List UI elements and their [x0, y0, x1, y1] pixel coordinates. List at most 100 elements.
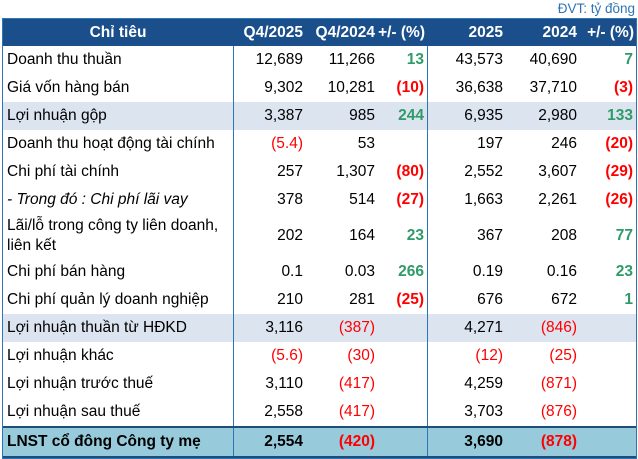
- cell-q4-2024: (420): [338, 433, 375, 450]
- cell-chg-q: 23: [406, 227, 424, 244]
- cell-y-2024: (871): [540, 375, 577, 392]
- cell-q4-2024: 1,307: [336, 163, 375, 180]
- cell-q4-2025: 257: [233, 158, 309, 186]
- cell-chg-y: 23: [615, 263, 633, 280]
- cell-y-2025: 676: [427, 286, 509, 314]
- cell-chg-y: 133: [607, 107, 633, 124]
- column-header-q4-2024: Q4/2024: [315, 23, 375, 41]
- column-header-label: Chỉ tiêu: [89, 23, 147, 41]
- cell-y-2025: 6,935: [427, 102, 509, 130]
- cell-y-2024: (878): [540, 433, 577, 450]
- cell-q4-2024: 11,266: [328, 51, 375, 68]
- row-label: Lợi nhuận gộp: [7, 107, 107, 124]
- column-header-y-2025: 2025: [468, 23, 503, 41]
- cell-chg-q: 244: [398, 107, 424, 124]
- cell-y-2025: (12): [427, 342, 509, 370]
- row-label: Lợi nhuận sau thuế: [7, 403, 141, 420]
- cell-y-2025: 0.19: [427, 258, 509, 286]
- cell-chg-q: [381, 314, 427, 342]
- cell-y-2024: 208: [551, 227, 577, 244]
- cell-y-2025: 2,552: [427, 158, 509, 186]
- cell-y-2025: 43,573: [427, 46, 509, 74]
- cell-chg-q: [381, 342, 427, 370]
- row-label: Giá vốn hàng bán: [7, 79, 130, 96]
- table-row: Chi phí bán hàng 0.1 0.03 266 0.19 0.16 23: [3, 258, 636, 286]
- cell-y-2024: 672: [551, 291, 577, 308]
- cell-q4-2024: (30): [347, 347, 375, 364]
- cell-chg-q: (80): [396, 163, 424, 180]
- cell-q4-2025: 9,302: [233, 74, 309, 102]
- cell-chg-q: 13: [406, 51, 424, 68]
- cell-y-2024: 37,710: [529, 79, 577, 96]
- cell-y-2024: 2,980: [538, 107, 577, 124]
- cell-chg-y: 1: [624, 291, 633, 308]
- row-label: Lợi nhuận trước thuế: [7, 375, 154, 392]
- row-label: Chi phí bán hàng: [7, 263, 126, 280]
- cell-y-2025: 1,663: [427, 186, 509, 214]
- cell-q4-2024: 10,281: [327, 79, 375, 96]
- cell-chg-y: (3): [614, 79, 633, 96]
- cell-q4-2024: (387): [338, 319, 375, 336]
- cell-y-2025: 4,259: [427, 370, 509, 398]
- table-row: Lợi nhuận trước thuế 3,110 (417) 4,259 (871): [3, 370, 636, 398]
- cell-chg-y: (20): [605, 135, 633, 152]
- cell-chg-q: [381, 398, 427, 426]
- cell-y-2025: 3,690: [427, 428, 509, 456]
- cell-q4-2025: 12,689: [233, 46, 309, 74]
- cell-q4-2024: 164: [349, 227, 375, 244]
- unit-note: ĐVT: tỷ đồng: [557, 1, 635, 16]
- cell-chg-y: 7: [624, 51, 633, 68]
- cell-q4-2025: 210: [233, 286, 309, 314]
- cell-y-2025: 367: [427, 214, 509, 258]
- cell-chg-q: (25): [396, 291, 424, 308]
- table-row: Doanh thu thuần 12,689 11,266 13 43,573 40,69…: [3, 46, 636, 74]
- cell-q4-2024: 281: [349, 291, 375, 308]
- cell-chg-y: [583, 398, 636, 426]
- row-label: LNST cổ đông Công ty mẹ: [7, 433, 201, 450]
- column-header-q4-2025: Q4/2025: [243, 23, 303, 41]
- cell-chg-q: (10): [396, 79, 424, 96]
- cell-chg-q: (27): [396, 191, 424, 208]
- cell-q4-2025: 2,554: [233, 428, 309, 456]
- row-label: Chi phí tài chính: [7, 163, 120, 180]
- column-header-chg-y: +/- (%): [587, 23, 634, 41]
- table-row: Chi phí quản lý doanh nghiệp 210 281 (25) 67…: [3, 286, 636, 314]
- cell-y-2025: 4,271: [427, 314, 509, 342]
- cell-y-2024: 3,607: [538, 163, 577, 180]
- cell-y-2024: 0.16: [546, 263, 577, 280]
- cell-q4-2025: 3,116: [233, 314, 309, 342]
- cell-q4-2025: 0.1: [233, 258, 309, 286]
- table-row: Chi phí tài chính 257 1,307 (80) 2,552 3,607 (…: [3, 158, 636, 186]
- cell-q4-2025: 3,387: [233, 102, 309, 130]
- cell-q4-2025: (5.4): [233, 130, 309, 158]
- table-row: Lãi/lỗ trong công ty liên doanh, liên kế…: [3, 214, 636, 258]
- cell-chg-y: 77: [615, 227, 633, 244]
- table-row: Doanh thu hoạt động tài chính (5.4) 53 197 2…: [3, 130, 636, 158]
- cell-q4-2024: 514: [349, 191, 375, 208]
- row-label: Lợi nhuận khác: [7, 347, 114, 364]
- cell-chg-q: [381, 370, 427, 398]
- cell-y-2024: (876): [540, 403, 577, 420]
- cell-chg-y: [583, 342, 636, 370]
- cell-q4-2024: 53: [357, 135, 375, 152]
- cell-y-2024: 40,690: [529, 51, 577, 68]
- row-label: Lợi nhuận thuần từ HĐKD: [7, 319, 187, 336]
- cell-chg-y: [583, 314, 636, 342]
- table-row: LNST cổ đông Công ty mẹ 2,554 (420) 3,690 (8…: [3, 426, 636, 458]
- cell-chg-y: (29): [605, 163, 633, 180]
- row-label: Lãi/lỗ trong công ty liên doanh, liên kế…: [7, 217, 219, 254]
- cell-y-2025: 197: [427, 130, 509, 158]
- table-row: Lợi nhuận gộp 3,387 985 244 6,935 2,980 133: [3, 102, 636, 130]
- table-header: Chỉ tiêu Q4/2025 Q4/2024 +/- (%) 2025 2024 +/-…: [3, 19, 636, 46]
- cell-y-2024: 246: [551, 135, 577, 152]
- cell-y-2025: 36,638: [427, 74, 509, 102]
- cell-q4-2024: (417): [338, 403, 375, 420]
- table-row: Lợi nhuận khác (5.6) (30) (12) (25): [3, 342, 636, 370]
- cell-q4-2025: (5.6): [233, 342, 309, 370]
- cell-q4-2024: (417): [338, 375, 375, 392]
- column-header-y-2024: 2024: [542, 23, 577, 41]
- cell-chg-y: [583, 370, 636, 398]
- row-label: Doanh thu thuần: [7, 51, 122, 68]
- table-row: Lợi nhuận thuần từ HĐKD 3,116 (387) 4,271 (8…: [3, 314, 636, 342]
